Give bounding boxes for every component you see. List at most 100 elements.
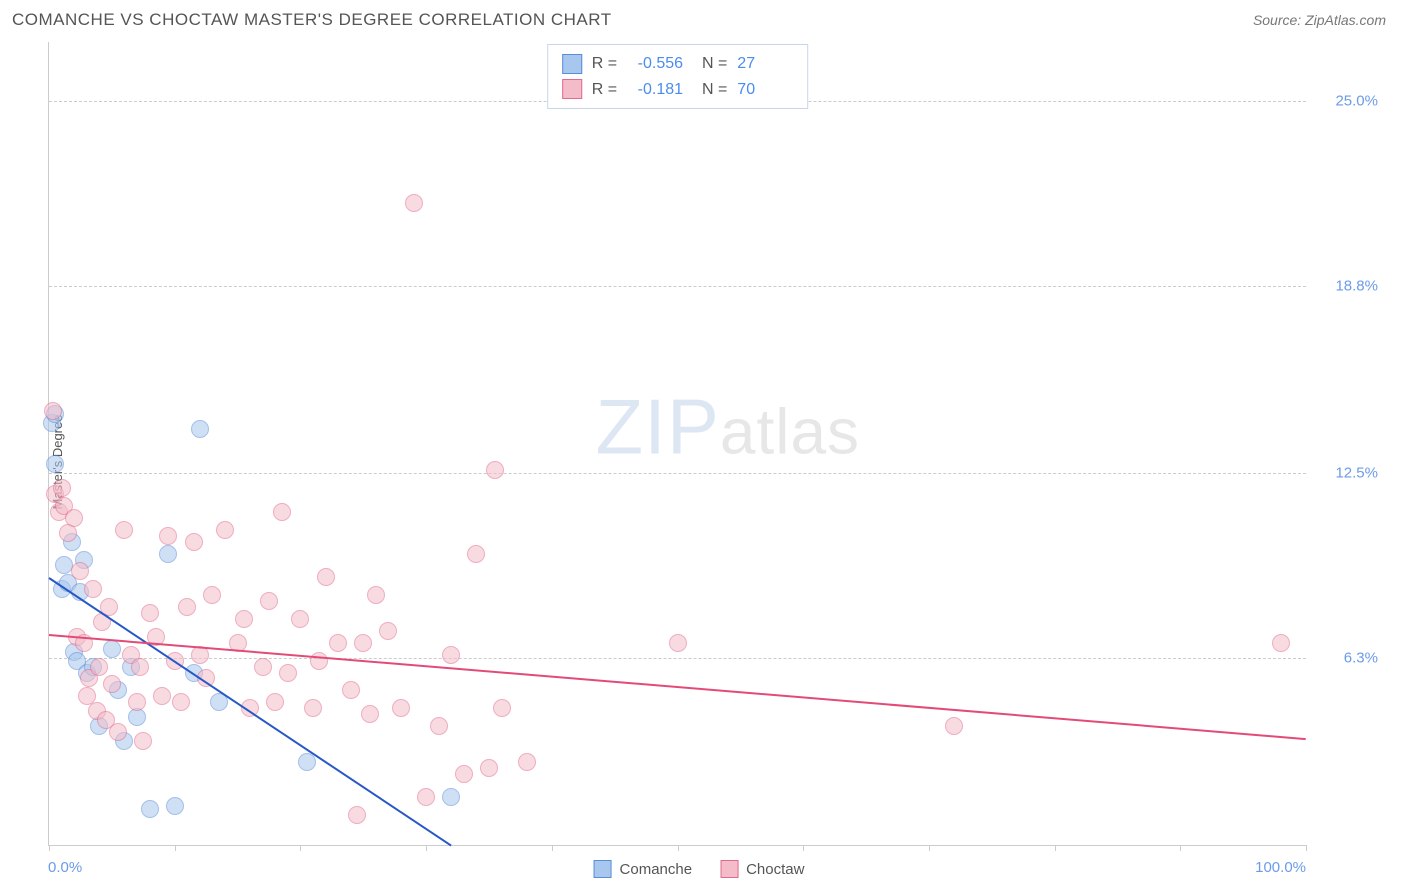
data-point (131, 658, 149, 676)
stat-n-value: 70 (737, 77, 793, 103)
chart-area: Master's Degree ZIPatlas R =-0.556 N =27… (12, 42, 1386, 882)
legend-item: Choctaw (720, 860, 804, 878)
data-point (90, 658, 108, 676)
gridline (49, 286, 1306, 287)
x-tick (678, 845, 679, 851)
watermark: ZIPatlas (596, 382, 861, 473)
data-point (279, 664, 297, 682)
data-point (159, 527, 177, 545)
data-point (379, 622, 397, 640)
y-tick-label: 6.3% (1314, 649, 1378, 666)
stat-n-label: N = (693, 51, 727, 77)
legend-item: Comanche (594, 860, 693, 878)
x-tick (1055, 845, 1056, 851)
x-tick (175, 845, 176, 851)
stat-r-label: R = (592, 77, 617, 103)
data-point (71, 562, 89, 580)
data-point (442, 788, 460, 806)
chart-header: COMANCHE VS CHOCTAW MASTER'S DEGREE CORR… (0, 0, 1406, 36)
x-tick (929, 845, 930, 851)
watermark-atlas: atlas (720, 396, 860, 468)
legend-swatch (720, 860, 738, 878)
data-point (103, 640, 121, 658)
data-point (493, 699, 511, 717)
data-point (191, 420, 209, 438)
data-point (115, 521, 133, 539)
y-tick-label: 18.8% (1314, 277, 1378, 294)
data-point (65, 509, 83, 527)
data-point (1272, 634, 1290, 652)
data-point (669, 634, 687, 652)
data-point (417, 788, 435, 806)
stats-row: R = -0.181 N = 70 (562, 77, 794, 103)
x-tick (803, 845, 804, 851)
data-point (304, 699, 322, 717)
x-tick (49, 845, 50, 851)
data-point (392, 699, 410, 717)
x-axis-max-label: 100.0% (1255, 859, 1306, 876)
data-point (348, 806, 366, 824)
x-tick (300, 845, 301, 851)
data-point (235, 610, 253, 628)
data-point (518, 753, 536, 771)
data-point (166, 797, 184, 815)
stat-n-value: 27 (737, 51, 793, 77)
data-point (342, 681, 360, 699)
data-point (361, 705, 379, 723)
data-point (109, 723, 127, 741)
legend-swatch (562, 54, 582, 74)
data-point (128, 693, 146, 711)
data-point (134, 732, 152, 750)
data-point (367, 586, 385, 604)
data-point (178, 598, 196, 616)
data-point (945, 717, 963, 735)
data-point (44, 402, 62, 420)
data-point (405, 194, 423, 212)
plot-region: ZIPatlas R =-0.556 N =27R =-0.181 N =70 … (48, 42, 1306, 846)
data-point (141, 800, 159, 818)
data-point (254, 658, 272, 676)
data-point (291, 610, 309, 628)
data-point (329, 634, 347, 652)
legend-swatch (594, 860, 612, 878)
stat-r-label: R = (592, 51, 617, 77)
legend-swatch (562, 79, 582, 99)
x-tick (552, 845, 553, 851)
data-point (172, 693, 190, 711)
data-point (354, 634, 372, 652)
data-point (216, 521, 234, 539)
y-tick-label: 12.5% (1314, 465, 1378, 482)
data-point (53, 479, 71, 497)
data-point (486, 461, 504, 479)
data-point (185, 533, 203, 551)
data-point (260, 592, 278, 610)
chart-source: Source: ZipAtlas.com (1253, 12, 1386, 28)
data-point (442, 646, 460, 664)
chart-title: COMANCHE VS CHOCTAW MASTER'S DEGREE CORR… (12, 10, 612, 30)
stat-r-value: -0.181 (627, 77, 683, 103)
data-point (159, 545, 177, 563)
series-legend: Comanche Choctaw (594, 860, 805, 878)
data-point (430, 717, 448, 735)
x-axis-min-label: 0.0% (48, 859, 82, 876)
data-point (141, 604, 159, 622)
gridline (49, 473, 1306, 474)
data-point (266, 693, 284, 711)
stats-legend: R =-0.556 N =27R =-0.181 N =70 (547, 44, 809, 109)
data-point (467, 545, 485, 563)
watermark-zip: ZIP (596, 383, 720, 471)
stats-row: R =-0.556 N =27 (562, 51, 794, 77)
stat-n-label: N = (693, 77, 727, 103)
data-point (203, 586, 221, 604)
x-tick (1306, 845, 1307, 851)
data-point (480, 759, 498, 777)
x-tick (1180, 845, 1181, 851)
data-point (84, 580, 102, 598)
data-point (153, 687, 171, 705)
legend-label: Comanche (620, 861, 693, 878)
data-point (455, 765, 473, 783)
data-point (273, 503, 291, 521)
data-point (55, 556, 73, 574)
x-tick (426, 845, 427, 851)
gridline (49, 658, 1306, 659)
